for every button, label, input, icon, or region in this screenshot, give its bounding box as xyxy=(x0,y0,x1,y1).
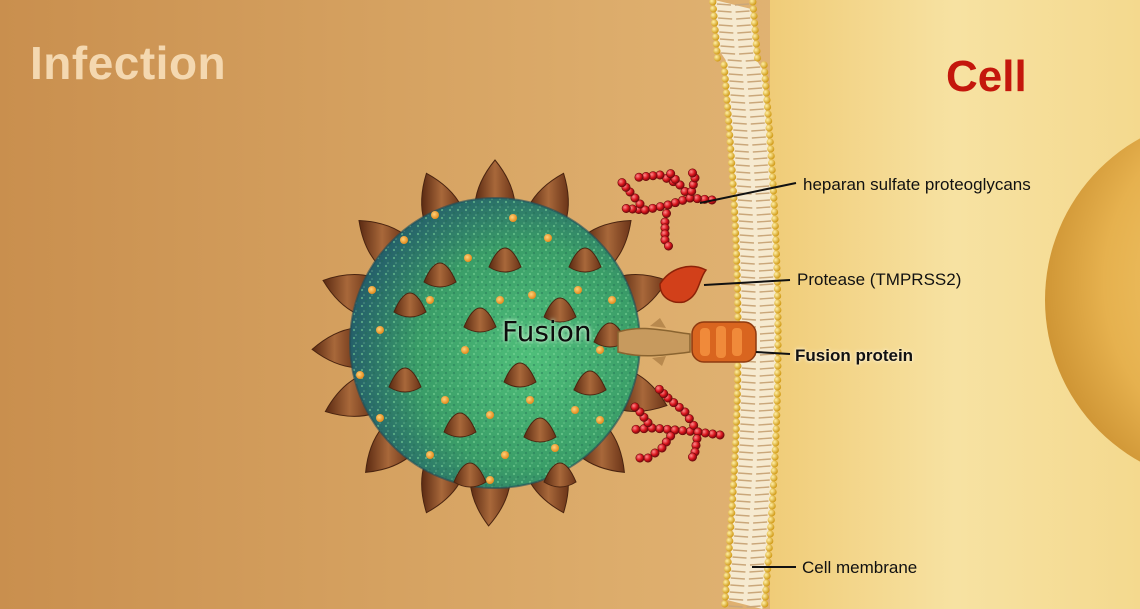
label-fusion-protein: Fusion protein xyxy=(795,346,914,365)
fusion-stalk xyxy=(617,318,691,366)
title-infection: Infection xyxy=(30,37,227,89)
fusion-protein xyxy=(691,321,757,363)
heparan-sulfate-proteoglycans xyxy=(617,168,725,463)
leader-lines xyxy=(699,182,797,568)
leader-protease xyxy=(703,279,791,286)
title-cell: Cell xyxy=(946,52,1027,101)
virus-fusion-label: Fusion xyxy=(502,315,592,348)
label-cell-membrane: Cell membrane xyxy=(802,558,918,577)
virus-surface-spikes xyxy=(388,247,627,488)
protease-tmprss2 xyxy=(659,265,708,304)
virus-particle xyxy=(349,197,641,489)
leader-fusion-protein xyxy=(755,351,791,355)
cell-membrane xyxy=(709,0,782,609)
cell-nucleus xyxy=(1045,138,1140,462)
label-protease: Protease (TMPRSS2) xyxy=(797,270,962,289)
label-heparan-sulfate-proteoglycans: heparan sulfate proteoglycans xyxy=(803,175,1031,194)
leader-heparan xyxy=(699,182,797,204)
